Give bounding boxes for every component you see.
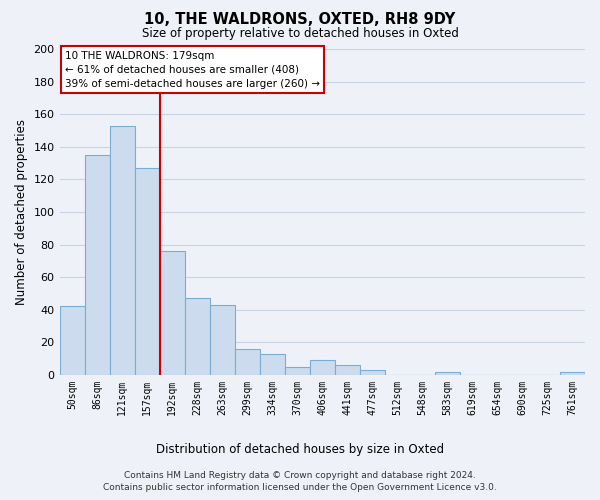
Bar [59,306,85,375]
Bar [110,126,134,375]
Bar [310,360,335,375]
Bar [134,168,160,375]
Bar [435,372,460,375]
Bar [285,366,310,375]
Bar [235,349,260,375]
Text: Size of property relative to detached houses in Oxted: Size of property relative to detached ho… [142,28,458,40]
Bar [335,365,360,375]
Bar [360,370,385,375]
Bar [560,372,585,375]
Bar [209,305,235,375]
Text: 10 THE WALDRONS: 179sqm
← 61% of detached houses are smaller (408)
39% of semi-d: 10 THE WALDRONS: 179sqm ← 61% of detache… [65,50,320,88]
Text: Contains HM Land Registry data © Crown copyright and database right 2024.: Contains HM Land Registry data © Crown c… [124,471,476,480]
Bar [185,298,209,375]
Text: 10, THE WALDRONS, OXTED, RH8 9DY: 10, THE WALDRONS, OXTED, RH8 9DY [145,12,455,28]
Y-axis label: Number of detached properties: Number of detached properties [15,119,28,305]
Text: Distribution of detached houses by size in Oxted: Distribution of detached houses by size … [156,442,444,456]
Text: Contains public sector information licensed under the Open Government Licence v3: Contains public sector information licen… [103,484,497,492]
Bar [160,251,185,375]
Bar [85,155,110,375]
Bar [260,354,285,375]
